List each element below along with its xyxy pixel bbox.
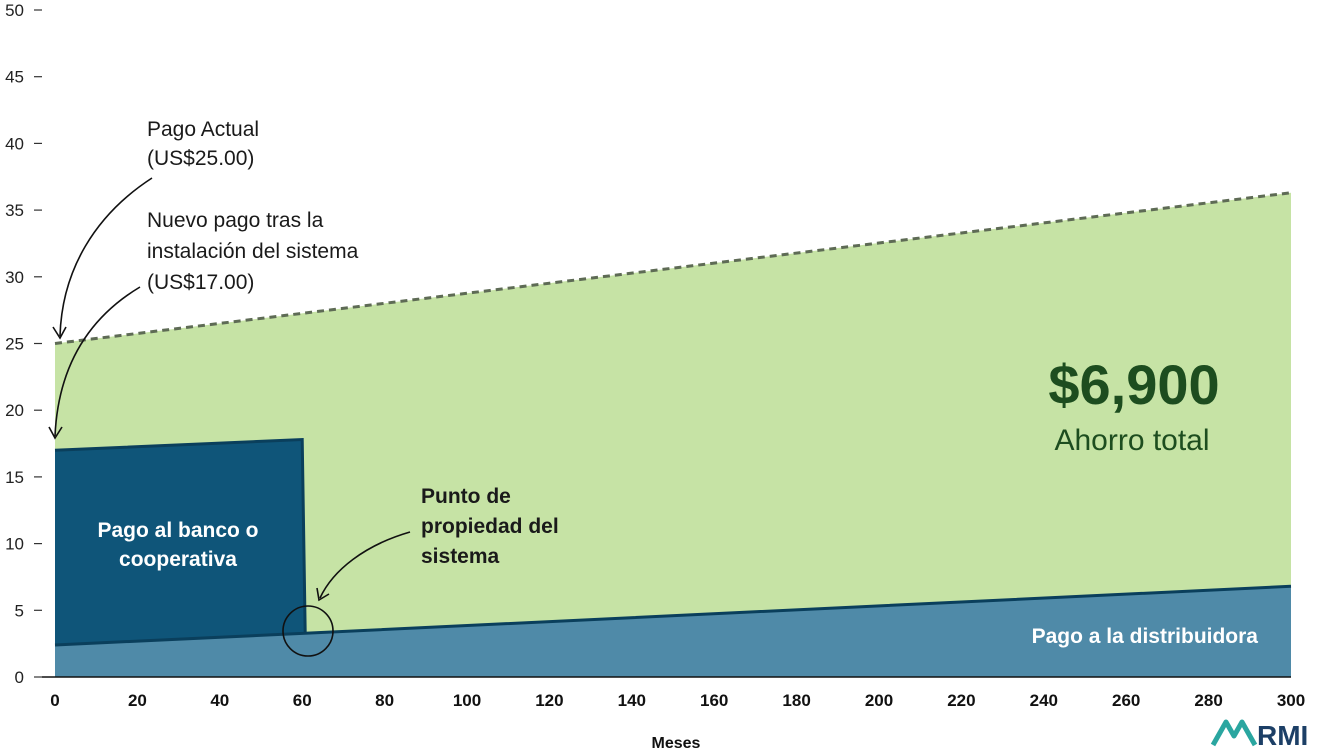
y-tick-label: 5	[15, 601, 24, 620]
x-tick-label: 260	[1112, 691, 1140, 710]
y-tick-label: 30	[5, 268, 24, 287]
x-tick-label: 220	[947, 691, 975, 710]
x-tick-label: 0	[50, 691, 59, 710]
savings-area	[55, 192, 1291, 677]
x-tick-label: 140	[618, 691, 646, 710]
new-payment-value: (US$17.00)	[147, 271, 254, 294]
new-payment-label-2: instalación del sistema	[147, 240, 359, 263]
x-tick-label: 100	[453, 691, 481, 710]
utility-payment-label: Pago a la distribuidora	[1032, 625, 1259, 648]
total-savings-value: $6,900	[1048, 353, 1219, 416]
y-tick-label: 20	[5, 401, 24, 420]
total-savings-label: Ahorro total	[1054, 424, 1209, 457]
current-payment-value: (US$25.00)	[147, 147, 254, 170]
x-tick-label: 80	[375, 691, 394, 710]
x-tick-label: 300	[1277, 691, 1305, 710]
plot-areas	[54, 191, 1292, 677]
x-tick-label: 20	[128, 691, 147, 710]
y-tick-label: 0	[15, 668, 24, 687]
ownership-arrowhead	[316, 587, 330, 602]
new-payment-arrowhead	[48, 426, 63, 440]
new-payment-arrow	[54, 286, 141, 437]
ownership-label-3: sistema	[421, 545, 500, 568]
current-payment-arrow	[59, 177, 153, 337]
x-tick-label: 240	[1030, 691, 1058, 710]
bank-payment-area	[55, 439, 306, 645]
ownership-label-2: propiedad del	[421, 515, 559, 538]
bank-payment-label-2: cooperativa	[119, 548, 237, 571]
x-tick-label: 160	[700, 691, 728, 710]
y-tick-label: 10	[5, 535, 24, 554]
rmi-logo: RMI	[1210, 719, 1308, 751]
y-tick-label: 25	[5, 335, 24, 354]
bank-payment-line	[54, 437, 307, 634]
y-tick-label: 50	[5, 1, 24, 20]
y-tick-label: 35	[5, 201, 24, 220]
current-payment-trend-line	[54, 191, 1292, 345]
rmi-logo-mark-icon	[1210, 719, 1258, 747]
y-tick-label: 15	[5, 468, 24, 487]
x-axis-title: Meses	[652, 735, 701, 752]
ownership-point-circle	[282, 605, 334, 657]
current-payment-arrowhead	[52, 326, 67, 340]
bank-payment-label-1: Pago al banco o	[97, 519, 258, 542]
new-payment-label-1: Nuevo pago tras la	[147, 209, 324, 232]
x-tick-label: 200	[865, 691, 893, 710]
current-payment-label: Pago Actual	[147, 118, 259, 141]
x-tick-label: 180	[782, 691, 810, 710]
ownership-arrow	[319, 531, 411, 599]
ownership-label-1: Punto de	[421, 485, 511, 508]
x-tick-label: 120	[535, 691, 563, 710]
utility-payment-area	[55, 586, 1291, 677]
y-tick-label: 40	[5, 134, 24, 153]
x-tick-label: 60	[293, 691, 312, 710]
axes: 0 5 10 15 20 25 30 35 40 45 50 0 20 40 60 80 100 120 140 16…	[5, 1, 1305, 710]
x-tick-label: 40	[210, 691, 229, 710]
y-tick-label: 45	[5, 68, 24, 87]
rmi-logo-text: RMI	[1257, 720, 1308, 751]
utility-payment-line	[54, 584, 1292, 647]
x-tick-label: 280	[1194, 691, 1222, 710]
